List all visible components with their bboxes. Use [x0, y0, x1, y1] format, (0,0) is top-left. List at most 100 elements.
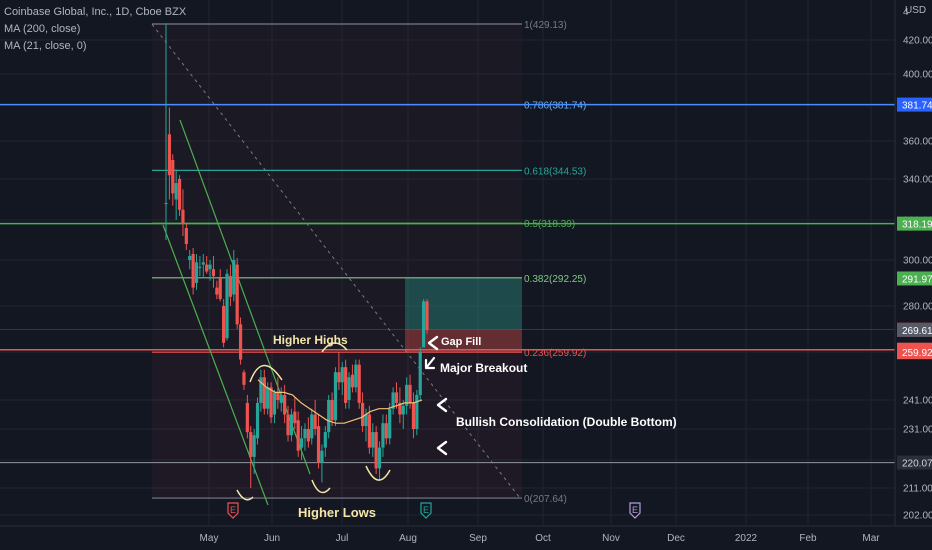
price-tag: 259.92 [897, 345, 932, 360]
fib-level-label: 0(207.64) [524, 494, 567, 505]
candle-body [171, 160, 175, 194]
candle [296, 411, 300, 457]
price-tag: 318.19 [897, 216, 932, 231]
earnings-marker-icon[interactable]: E [420, 502, 432, 519]
candle-body [422, 301, 426, 348]
candle-body [347, 377, 351, 400]
candle-body [238, 324, 243, 360]
candle [289, 408, 294, 442]
candle-body [208, 264, 212, 270]
candle-body [167, 134, 171, 176]
bullish-consolidation-label: Bullish Consolidation (Double Bottom) [456, 415, 677, 429]
earnings-marker-shape [227, 502, 239, 519]
candle [279, 387, 283, 412]
price-tag: 291.97 [897, 271, 932, 286]
time-axis[interactable]: May Jun Jul Aug Sep Oct Nov Dec 2022 Feb Mar [0, 525, 932, 544]
candle-body [303, 429, 307, 439]
candle [360, 392, 365, 433]
candle [374, 426, 378, 474]
candle-body [218, 278, 222, 300]
price-tag: 269.61 [897, 322, 932, 337]
candle-body [364, 414, 368, 427]
candle-body [388, 408, 392, 439]
candle [286, 405, 290, 442]
candle [235, 258, 239, 329]
candle [384, 414, 388, 445]
candle-body [333, 372, 338, 421]
chart-legend: Coinbase Global, Inc., 1D, Cboe BZX MA (… [4, 4, 186, 55]
price-axis[interactable]: 202.00211.00221.00231.00241.00260.00280.… [894, 0, 932, 525]
candle [164, 23, 168, 240]
ma200-legend[interactable]: MA (200, close) [4, 23, 81, 35]
candle [310, 408, 314, 445]
y-tick-label: 231.00 [903, 425, 932, 436]
candle-body [405, 384, 409, 406]
currency-label[interactable]: USD [905, 5, 927, 16]
price-tag-label: 269.61 [902, 326, 932, 337]
candle [201, 254, 205, 279]
candle [228, 264, 233, 306]
fib-level-label: 0.382(292.25) [524, 274, 586, 285]
higher-highs-label: Higher Highs [273, 333, 348, 347]
candle-body [205, 264, 209, 272]
earnings-marker-label: E [423, 505, 429, 515]
x-tick-label: Jun [264, 533, 280, 544]
candle [337, 352, 341, 390]
candle [398, 387, 402, 424]
breakout-arrow-icon [424, 356, 436, 370]
candle-body [188, 256, 192, 260]
earnings-marker-icon[interactable]: E [227, 502, 239, 519]
fib-level-label: 0.236(259.92) [524, 348, 586, 359]
candle-body [215, 287, 219, 295]
ma21-legend[interactable]: MA (21, close, 0) [4, 40, 87, 52]
candle-body [330, 400, 334, 421]
candle [211, 256, 216, 288]
candle-body [262, 377, 266, 409]
fib-zone-upper [152, 24, 522, 353]
candle [320, 444, 324, 483]
higher-high-arc-1 [249, 364, 283, 383]
candle-body [415, 394, 419, 429]
price-tag-box [897, 216, 932, 231]
candle-body [310, 414, 314, 439]
candle-body [252, 435, 256, 457]
top-price-tag-label: 4 [903, 7, 909, 18]
candle-body [398, 402, 402, 415]
candle [418, 347, 422, 400]
candle-body [367, 414, 371, 448]
x-tick-label: Oct [535, 533, 551, 544]
candle [252, 429, 256, 474]
earnings-marker-shape [420, 502, 432, 519]
candle [411, 392, 416, 439]
price-tag-box [897, 271, 932, 286]
candle-body [327, 400, 331, 433]
x-tick-label: 2022 [735, 533, 758, 544]
candle-body [411, 402, 416, 429]
higher-low-arc-3 [365, 465, 391, 481]
symbol-title[interactable]: Coinbase Global, Inc., 1D, Cboe BZX [4, 6, 187, 18]
candle-body [316, 426, 321, 463]
candle [323, 426, 327, 457]
candle [222, 299, 226, 348]
candle [225, 269, 229, 341]
earnings-marker-shape [629, 502, 641, 519]
fib-level-label: 0.786(381.74) [524, 101, 586, 112]
candle-body [313, 414, 317, 429]
earnings-marker-icon[interactable]: E [629, 502, 641, 519]
x-tick-label: Aug [399, 533, 417, 544]
price-tag-label: 381.74 [902, 101, 932, 112]
x-tick-label: Mar [862, 533, 880, 544]
candle [218, 269, 222, 302]
candle [188, 250, 192, 270]
candle [344, 359, 348, 409]
x-tick-label: Jul [336, 533, 349, 544]
gap-fill-label: Gap Fill [441, 336, 482, 348]
candle-body [357, 364, 361, 403]
candle-body [245, 402, 249, 433]
candle [303, 423, 307, 451]
candle [272, 389, 277, 424]
fib-level-label: 0.618(344.53) [524, 166, 586, 177]
candle [401, 400, 405, 429]
candle [422, 299, 426, 348]
